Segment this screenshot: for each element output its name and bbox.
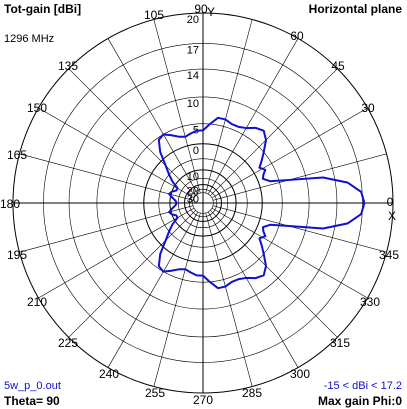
pattern-line xyxy=(157,116,366,290)
angle-tick-label: 60 xyxy=(290,29,304,43)
angle-tick-label: 0 xyxy=(387,195,394,209)
angle-tick-label: 105 xyxy=(144,8,164,22)
angle-tick-label: 210 xyxy=(27,295,47,309)
y-axis-letter: Y xyxy=(207,5,215,19)
grid-spoke xyxy=(107,38,199,195)
radial-tick-label: 14 xyxy=(187,70,199,82)
grid-spoke xyxy=(38,107,195,199)
grid-spoke xyxy=(207,38,299,195)
angle-tick-label: 165 xyxy=(7,148,27,162)
angle-tick-label: 300 xyxy=(290,367,310,381)
tick-labels: 0 30 45 60 90 105 135 150 165 180 195 210 225 240 255 2… xyxy=(0,2,399,407)
radial-tick-label: 30 xyxy=(187,194,199,206)
grid-spoke xyxy=(68,210,196,338)
grid-spoke xyxy=(210,68,338,196)
grid-spoke xyxy=(212,205,387,253)
angle-tick-label: 135 xyxy=(58,59,78,73)
polar-grid xyxy=(12,12,394,394)
grid-spoke xyxy=(205,19,253,194)
angle-tick-label: 315 xyxy=(330,336,350,350)
grid-spoke xyxy=(211,207,368,299)
gain-range-label: -15 < dBi < 17.2 xyxy=(323,380,402,392)
radial-tick-label: 20 xyxy=(187,186,199,198)
grid-spoke xyxy=(19,153,194,201)
chart-title: Tot-gain [dBi] xyxy=(4,2,82,16)
grid-spoke xyxy=(153,212,201,387)
radial-tick-label: 0 xyxy=(193,145,199,157)
grid-spoke xyxy=(205,212,253,387)
angle-tick-label: 180 xyxy=(0,197,20,211)
frequency-label: 1296 MHz xyxy=(4,33,55,45)
grid-spoke xyxy=(68,68,196,196)
grid-spoke xyxy=(153,19,201,194)
radial-tick-label: 20 xyxy=(187,14,199,26)
max-gain-label: Max gain Phi:0 xyxy=(317,394,402,408)
angle-tick-label: 255 xyxy=(145,386,165,400)
radiation-pattern xyxy=(157,116,366,290)
grid-spoke xyxy=(107,211,199,368)
angle-tick-label: 45 xyxy=(331,59,345,73)
radial-tick-label: 10 xyxy=(187,171,199,183)
filename-label: 5w_p_0.out xyxy=(4,380,61,392)
radial-tick-label: 10 xyxy=(187,98,199,110)
angle-tick-label: 195 xyxy=(7,248,27,262)
grid-spoke xyxy=(212,153,387,201)
angle-tick-label: 330 xyxy=(360,295,380,309)
angle-tick-label: 270 xyxy=(193,393,213,407)
angle-tick-label: 30 xyxy=(361,101,375,115)
radial-tick-label: 17 xyxy=(187,45,199,57)
theta-label: Theta= 90 xyxy=(4,394,60,408)
angle-tick-label: 225 xyxy=(58,336,78,350)
grid-spoke xyxy=(19,205,194,253)
angle-tick-label: 345 xyxy=(379,248,399,262)
angle-tick-label: 90 xyxy=(194,2,208,16)
grid-spoke xyxy=(210,210,338,338)
angle-tick-label: 285 xyxy=(242,386,262,400)
grid-spoke xyxy=(207,211,299,368)
plane-label: Horizontal plane xyxy=(308,2,402,16)
x-axis-letter: X xyxy=(388,209,396,223)
angle-tick-label: 240 xyxy=(99,367,119,381)
angle-tick-label: 150 xyxy=(27,101,47,115)
grid-spoke xyxy=(38,207,195,299)
grid-spoke xyxy=(211,107,368,199)
